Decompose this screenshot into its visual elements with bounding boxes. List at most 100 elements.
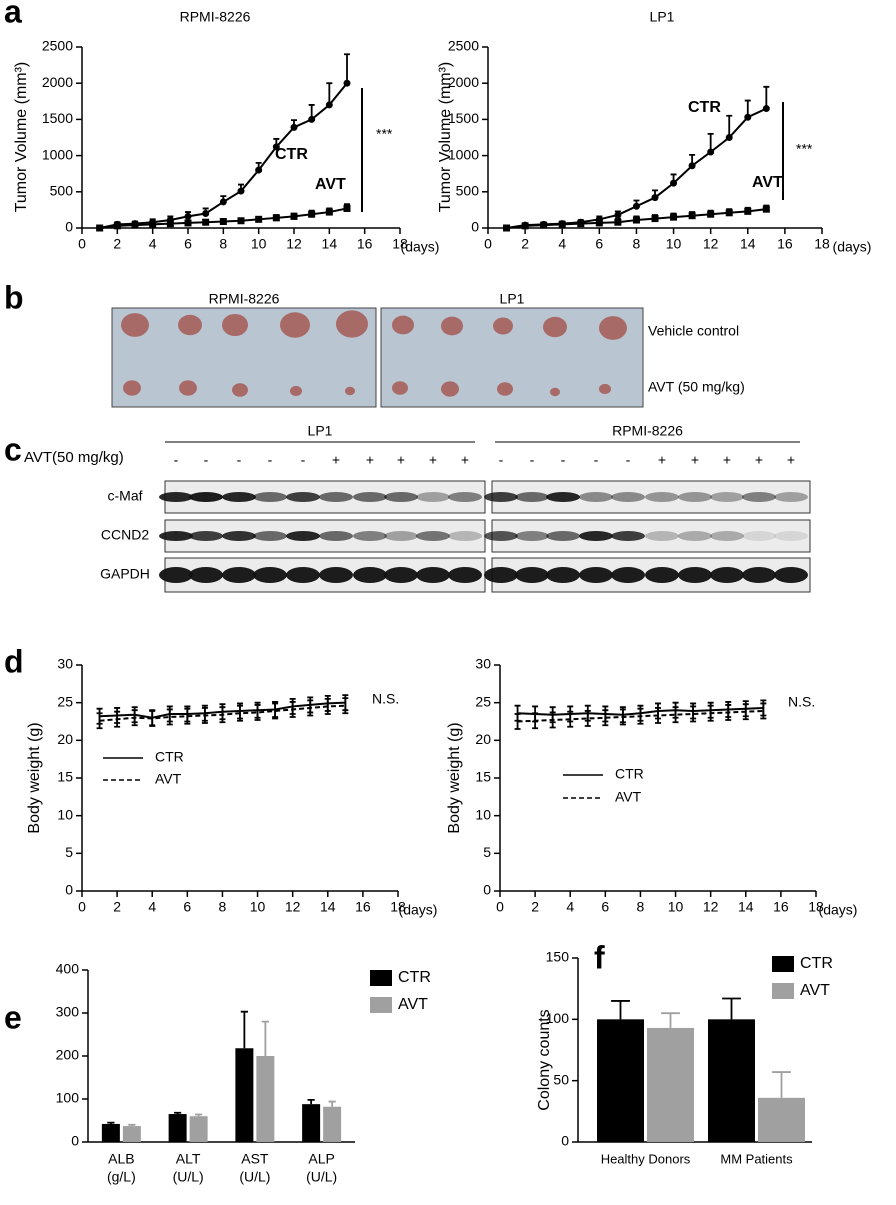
x-tick-label: 0 <box>78 899 86 915</box>
tumor <box>280 312 310 338</box>
legend-swatch <box>772 983 794 999</box>
y-tick-label: 2000 <box>448 74 479 90</box>
x-tick-label: 8 <box>637 899 645 915</box>
legend-swatch <box>370 970 392 986</box>
point <box>614 218 622 226</box>
blot-band <box>742 567 776 583</box>
y-tick-label: 10 <box>475 806 491 822</box>
point <box>113 222 121 230</box>
x-tick-label: 10 <box>251 236 267 252</box>
error-bar <box>128 1123 136 1127</box>
blot-band <box>448 492 482 502</box>
blot-band <box>353 492 387 502</box>
x-tick-label: ALP <box>308 1151 334 1167</box>
x-tick-label: 6 <box>601 899 609 915</box>
x-axis-unit: (days) <box>401 239 440 255</box>
x-tick-unit: (U/L) <box>239 1169 270 1185</box>
legend-swatch <box>772 956 794 972</box>
tumor <box>493 317 513 335</box>
x-tick-label: 4 <box>566 899 574 915</box>
x-tick-label: Healthy Donors <box>601 1151 691 1166</box>
tumor <box>599 383 611 395</box>
x-tick-label: 8 <box>219 236 227 252</box>
error-bar <box>174 1111 182 1115</box>
blot-band <box>710 531 744 541</box>
x-tick-label: 2 <box>521 236 529 252</box>
point <box>577 220 585 228</box>
tumor <box>550 387 560 397</box>
x-axis-unit: (days) <box>399 902 438 918</box>
blot-band <box>515 531 549 541</box>
y-tick-label: 5 <box>483 844 491 860</box>
point <box>202 218 210 226</box>
blot-band <box>319 531 353 541</box>
tumor <box>123 380 141 396</box>
blot-band <box>384 531 418 541</box>
x-tick-label: 14 <box>320 899 336 915</box>
error-bar <box>107 1121 115 1124</box>
error-bar <box>342 697 349 715</box>
point <box>308 210 316 218</box>
x-tick-label: 12 <box>703 236 719 252</box>
lane-sign: + <box>658 452 666 468</box>
point <box>707 148 715 156</box>
tumor <box>179 380 197 396</box>
blot-band <box>611 531 645 541</box>
bar <box>323 1106 342 1142</box>
error-bar <box>307 699 314 717</box>
point <box>202 210 210 218</box>
blot-band <box>774 492 808 502</box>
lane-sign: - <box>204 452 209 468</box>
x-tick-unit: (g/L) <box>107 1169 136 1185</box>
blot-band <box>159 531 193 541</box>
blot-band <box>448 567 482 583</box>
y-tick-label: 25 <box>475 693 491 709</box>
y-tick-label: 100 <box>56 1090 80 1106</box>
legend-label: CTR <box>800 955 833 972</box>
error-bar <box>184 707 191 725</box>
blot-band <box>353 567 387 583</box>
point <box>744 207 752 215</box>
lane-sign: - <box>594 452 599 468</box>
blot-band <box>546 492 580 502</box>
y-tick-label: 20 <box>57 731 73 747</box>
y-tick-label: 500 <box>456 183 480 199</box>
y-tick-label: 0 <box>65 219 73 235</box>
x-tick-label: 4 <box>558 236 566 252</box>
blot-band <box>159 567 193 583</box>
blot-band <box>384 492 418 502</box>
blot-band <box>159 492 193 502</box>
x-tick-label: 16 <box>355 899 371 915</box>
blot-band <box>678 531 712 541</box>
blot-band <box>416 531 450 541</box>
x-tick-label: 0 <box>496 899 504 915</box>
y-tick-label: 0 <box>483 882 491 898</box>
legend-swatch <box>370 997 392 1013</box>
blot-band <box>774 531 808 541</box>
y-tick-label: 10 <box>57 806 73 822</box>
x-tick-label: 18 <box>390 899 406 915</box>
blot-band <box>515 492 549 502</box>
tumor <box>392 381 408 395</box>
treatment-label: AVT(50 mg/kg) <box>24 449 124 466</box>
lane-sign: - <box>499 452 504 468</box>
point <box>762 205 770 213</box>
y-tick-label: 0 <box>71 1133 79 1149</box>
blot-band <box>189 567 223 583</box>
x-tick-label: 6 <box>595 236 603 252</box>
blot-band <box>286 492 320 502</box>
blot-band <box>253 531 287 541</box>
y-tick-label: 500 <box>50 183 74 199</box>
point <box>149 220 157 228</box>
point <box>707 210 715 218</box>
error-bar <box>324 698 331 715</box>
bar <box>647 1027 694 1142</box>
x-axis-unit: (days) <box>819 902 858 918</box>
blot-band <box>645 492 679 502</box>
blot-band <box>384 567 418 583</box>
annotation: N.S. <box>788 694 815 710</box>
error-bar <box>166 708 173 726</box>
point <box>131 221 139 229</box>
x-tick-label: 16 <box>357 236 373 252</box>
blot-band <box>222 567 256 583</box>
